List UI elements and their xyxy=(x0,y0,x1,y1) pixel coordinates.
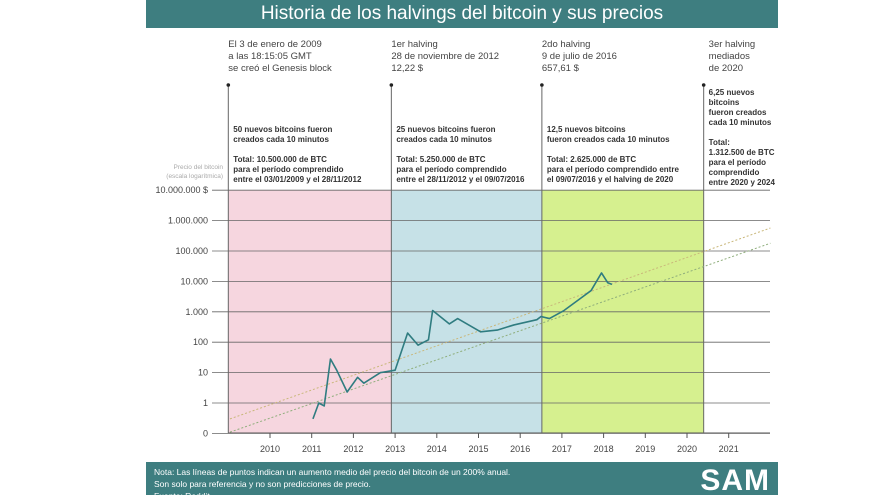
trend-line xyxy=(229,227,771,420)
era-description: para el período xyxy=(709,158,766,167)
era-description: 12,5 nuevos bitcoins xyxy=(547,125,626,134)
halving-dot xyxy=(389,83,394,87)
y-tick-label: 1.000.000 xyxy=(168,216,208,226)
era-heading: El 3 de enero de 2009 xyxy=(228,39,321,50)
era-heading: 9 de julio de 2016 xyxy=(542,51,617,62)
era-description: 1.312.500 de BTC xyxy=(709,148,775,157)
era-heading: 3er halving xyxy=(709,39,755,50)
note-line: Son solo para referencia y no son predic… xyxy=(154,479,371,489)
era-heading: de 2020 xyxy=(709,63,743,74)
era-description: creados cada 10 minutos xyxy=(233,135,329,144)
era-description: entre 2020 y 2024 xyxy=(709,178,776,187)
x-tick-label: 2014 xyxy=(427,444,447,454)
era-description: 50 nuevos bitcoins fueron xyxy=(233,125,332,134)
era-heading: 2do halving xyxy=(542,39,591,50)
era-heading: a las 18:15:05 GMT xyxy=(228,51,312,62)
era-description: para el período comprendido xyxy=(233,165,343,174)
era-description: para el período comprendido entre xyxy=(547,165,680,174)
x-tick-label: 2015 xyxy=(468,444,488,454)
era-heading: 657,61 $ xyxy=(542,63,580,74)
era-description: el 09/07/2016 y el halving de 2020 xyxy=(547,175,674,184)
era-description: 6,25 nuevos xyxy=(709,88,755,97)
halving-dot xyxy=(701,83,706,87)
x-tick-label: 2020 xyxy=(677,444,697,454)
era-heading: 12,22 $ xyxy=(391,63,423,74)
era-heading: mediados xyxy=(709,51,750,62)
y-tick-label: 10 xyxy=(198,368,208,378)
era-description: comprendido xyxy=(709,168,760,177)
note-line: Nota: Las líneas de puntos indican un au… xyxy=(154,467,511,477)
sam-logo: SAM xyxy=(700,464,770,497)
note-line: Fuente: Reddit xyxy=(154,491,210,501)
era-description: creados cada 10 minutos xyxy=(396,135,492,144)
era-description: bitcoins xyxy=(709,98,740,107)
era-description: entre el 03/01/2009 y el 28/11/2012 xyxy=(233,175,362,184)
y-tick-label: 0 xyxy=(203,428,208,438)
era-description: fueron creados xyxy=(709,108,767,117)
footer: Nota: Las líneas de puntos indican un au… xyxy=(146,462,778,501)
y-tick-label: 10.000.000 $ xyxy=(155,185,208,195)
era-description: cada 10 minutos xyxy=(709,118,772,127)
era-description: 25 nuevos bitcoins fueron xyxy=(396,125,495,134)
trend-line xyxy=(229,242,771,433)
x-tick-label: 2018 xyxy=(594,444,614,454)
y-axis-label: Precio del bitcoin xyxy=(174,164,224,171)
era-heading: 28 de noviembre de 2012 xyxy=(391,51,499,62)
y-tick-label: 100 xyxy=(193,337,208,347)
halving-dot xyxy=(540,83,544,87)
halving-dot xyxy=(226,83,231,87)
x-tick-label: 2010 xyxy=(260,444,280,454)
x-tick-label: 2017 xyxy=(552,444,572,454)
y-axis-label: (escala logarítmica) xyxy=(166,173,223,180)
y-tick-label: 10.000 xyxy=(180,276,208,286)
x-tick-label: 2021 xyxy=(719,444,739,454)
era-description: Total: 2.625.000 de BTC xyxy=(547,155,636,164)
era-heading: 1er halving xyxy=(391,39,437,50)
era-description: Total: xyxy=(709,138,730,147)
era-description: entre el 28/11/2012 y el 09/07/2016 xyxy=(396,175,525,184)
y-tick-label: 100.000 xyxy=(175,246,208,256)
era-description: Total: 5.250.000 de BTC xyxy=(396,155,485,164)
x-tick-label: 2013 xyxy=(385,444,405,454)
x-tick-label: 2019 xyxy=(635,444,655,454)
era-description: Total: 10.500.000 de BTC xyxy=(233,155,327,164)
x-tick-label: 2012 xyxy=(343,444,363,454)
price-line xyxy=(312,272,613,420)
era-description: para el período comprendido xyxy=(396,165,506,174)
y-tick-label: 1 xyxy=(203,398,208,408)
y-tick-label: 1.000 xyxy=(185,307,208,317)
chart-title: Historia de los halvings del bitcoin y s… xyxy=(146,0,778,28)
era-heading: se creó el Genesis block xyxy=(228,63,332,74)
era-description: fueron creados cada 10 minutos xyxy=(547,135,670,144)
x-tick-label: 2011 xyxy=(302,444,321,454)
footer-note: Nota: Las líneas de puntos indican un au… xyxy=(154,466,510,502)
x-tick-label: 2016 xyxy=(510,444,530,454)
